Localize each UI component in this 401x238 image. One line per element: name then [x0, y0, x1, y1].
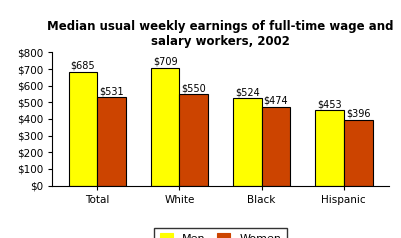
Bar — [180, 94, 208, 186]
Text: $709: $709 — [153, 56, 177, 66]
Text: $524: $524 — [235, 87, 259, 97]
Bar — [151, 68, 180, 186]
Bar — [315, 110, 344, 186]
Text: $531: $531 — [99, 86, 124, 96]
Title: Median usual weekly earnings of full-time wage and
salary workers, 2002: Median usual weekly earnings of full-tim… — [47, 20, 394, 48]
Text: $685: $685 — [71, 60, 95, 70]
Legend: Men, Women: Men, Women — [154, 228, 287, 238]
Text: $474: $474 — [264, 96, 288, 106]
Text: $453: $453 — [317, 99, 342, 109]
Bar — [233, 98, 261, 186]
Bar — [344, 120, 373, 186]
Text: $396: $396 — [346, 109, 371, 119]
Bar — [97, 97, 126, 186]
Text: $550: $550 — [182, 83, 206, 93]
Bar — [69, 71, 97, 186]
Bar — [261, 107, 290, 186]
